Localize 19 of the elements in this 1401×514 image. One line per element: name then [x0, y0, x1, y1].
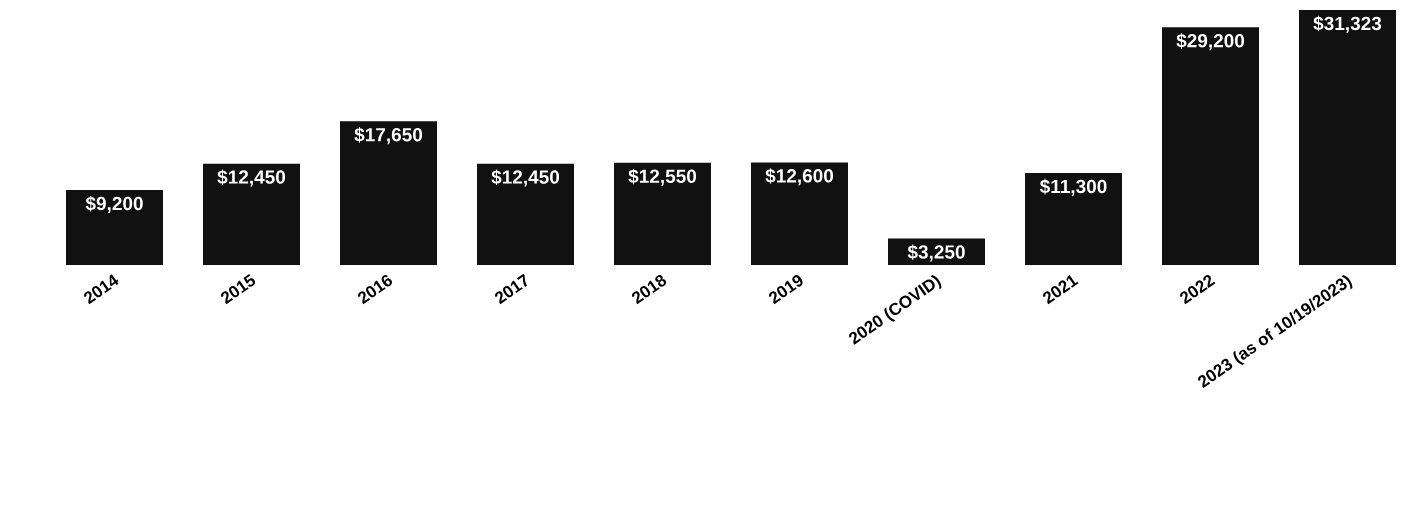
- bar: [751, 162, 848, 265]
- data-label: $29,200: [1176, 33, 1245, 51]
- bar: [340, 121, 437, 265]
- bar: [66, 190, 163, 265]
- data-label: $12,600: [765, 168, 834, 186]
- bar: [614, 162, 711, 265]
- data-label: $12,450: [217, 169, 286, 187]
- bar: [1025, 173, 1122, 265]
- data-label: $12,550: [628, 168, 697, 186]
- bar: [1162, 27, 1259, 265]
- bar: [203, 163, 300, 265]
- bar: [1299, 10, 1396, 265]
- data-label: $3,250: [907, 244, 965, 262]
- data-label: $11,300: [1039, 178, 1107, 196]
- data-label: $31,323: [1313, 15, 1382, 33]
- data-label: $9,200: [85, 195, 143, 214]
- data-label: $17,650: [354, 127, 423, 145]
- data-label: $12,450: [491, 169, 560, 187]
- bar: [477, 163, 574, 265]
